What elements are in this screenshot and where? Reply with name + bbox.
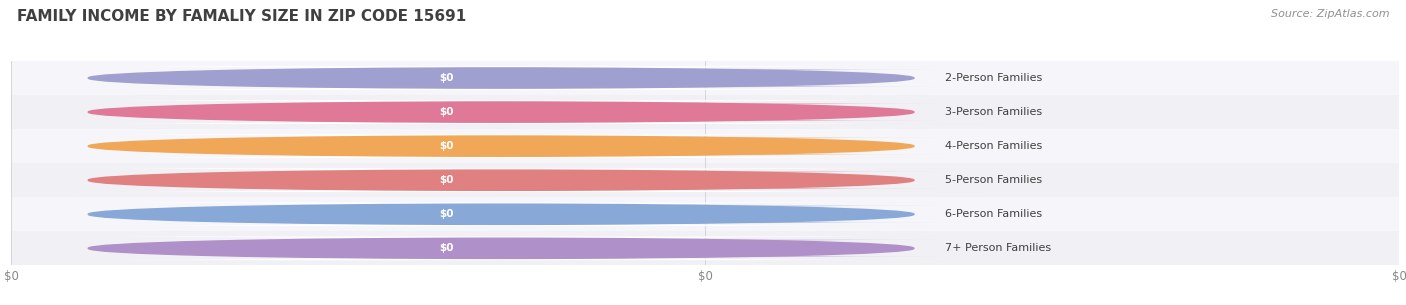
FancyBboxPatch shape: [17, 236, 987, 260]
FancyBboxPatch shape: [17, 134, 987, 158]
FancyBboxPatch shape: [17, 168, 987, 192]
Circle shape: [89, 68, 914, 88]
FancyBboxPatch shape: [17, 100, 987, 124]
Bar: [11, 231, 1399, 265]
Text: $0: $0: [440, 243, 454, 253]
Circle shape: [89, 204, 914, 224]
FancyBboxPatch shape: [246, 172, 943, 189]
Text: 6-Person Families: 6-Person Families: [945, 209, 1042, 219]
Bar: [11, 197, 1399, 231]
Text: Source: ZipAtlas.com: Source: ZipAtlas.com: [1271, 9, 1389, 19]
FancyBboxPatch shape: [422, 100, 987, 124]
Text: 2-Person Families: 2-Person Families: [945, 73, 1042, 83]
FancyBboxPatch shape: [422, 168, 987, 192]
FancyBboxPatch shape: [17, 66, 987, 90]
FancyBboxPatch shape: [422, 66, 987, 90]
Text: FAMILY INCOME BY FAMALIY SIZE IN ZIP CODE 15691: FAMILY INCOME BY FAMALIY SIZE IN ZIP COD…: [17, 9, 467, 24]
FancyBboxPatch shape: [246, 206, 943, 223]
Text: $0: $0: [440, 175, 454, 185]
FancyBboxPatch shape: [246, 138, 943, 155]
Circle shape: [89, 238, 914, 258]
Text: $0: $0: [440, 107, 454, 117]
Text: 3-Person Families: 3-Person Families: [945, 107, 1042, 117]
FancyBboxPatch shape: [246, 70, 943, 87]
FancyBboxPatch shape: [422, 202, 987, 226]
FancyBboxPatch shape: [422, 134, 987, 158]
Bar: [11, 61, 1399, 95]
Text: 5-Person Families: 5-Person Families: [945, 175, 1042, 185]
Circle shape: [89, 102, 914, 122]
Bar: [11, 129, 1399, 163]
Bar: [11, 95, 1399, 129]
Text: $0: $0: [440, 209, 454, 219]
FancyBboxPatch shape: [17, 202, 987, 226]
Text: 7+ Person Families: 7+ Person Families: [945, 243, 1052, 253]
Circle shape: [89, 136, 914, 156]
FancyBboxPatch shape: [246, 103, 943, 121]
Text: $0: $0: [440, 73, 454, 83]
Circle shape: [89, 170, 914, 190]
FancyBboxPatch shape: [246, 240, 943, 257]
Bar: [11, 163, 1399, 197]
FancyBboxPatch shape: [422, 236, 987, 260]
Text: $0: $0: [440, 141, 454, 151]
Text: 4-Person Families: 4-Person Families: [945, 141, 1042, 151]
